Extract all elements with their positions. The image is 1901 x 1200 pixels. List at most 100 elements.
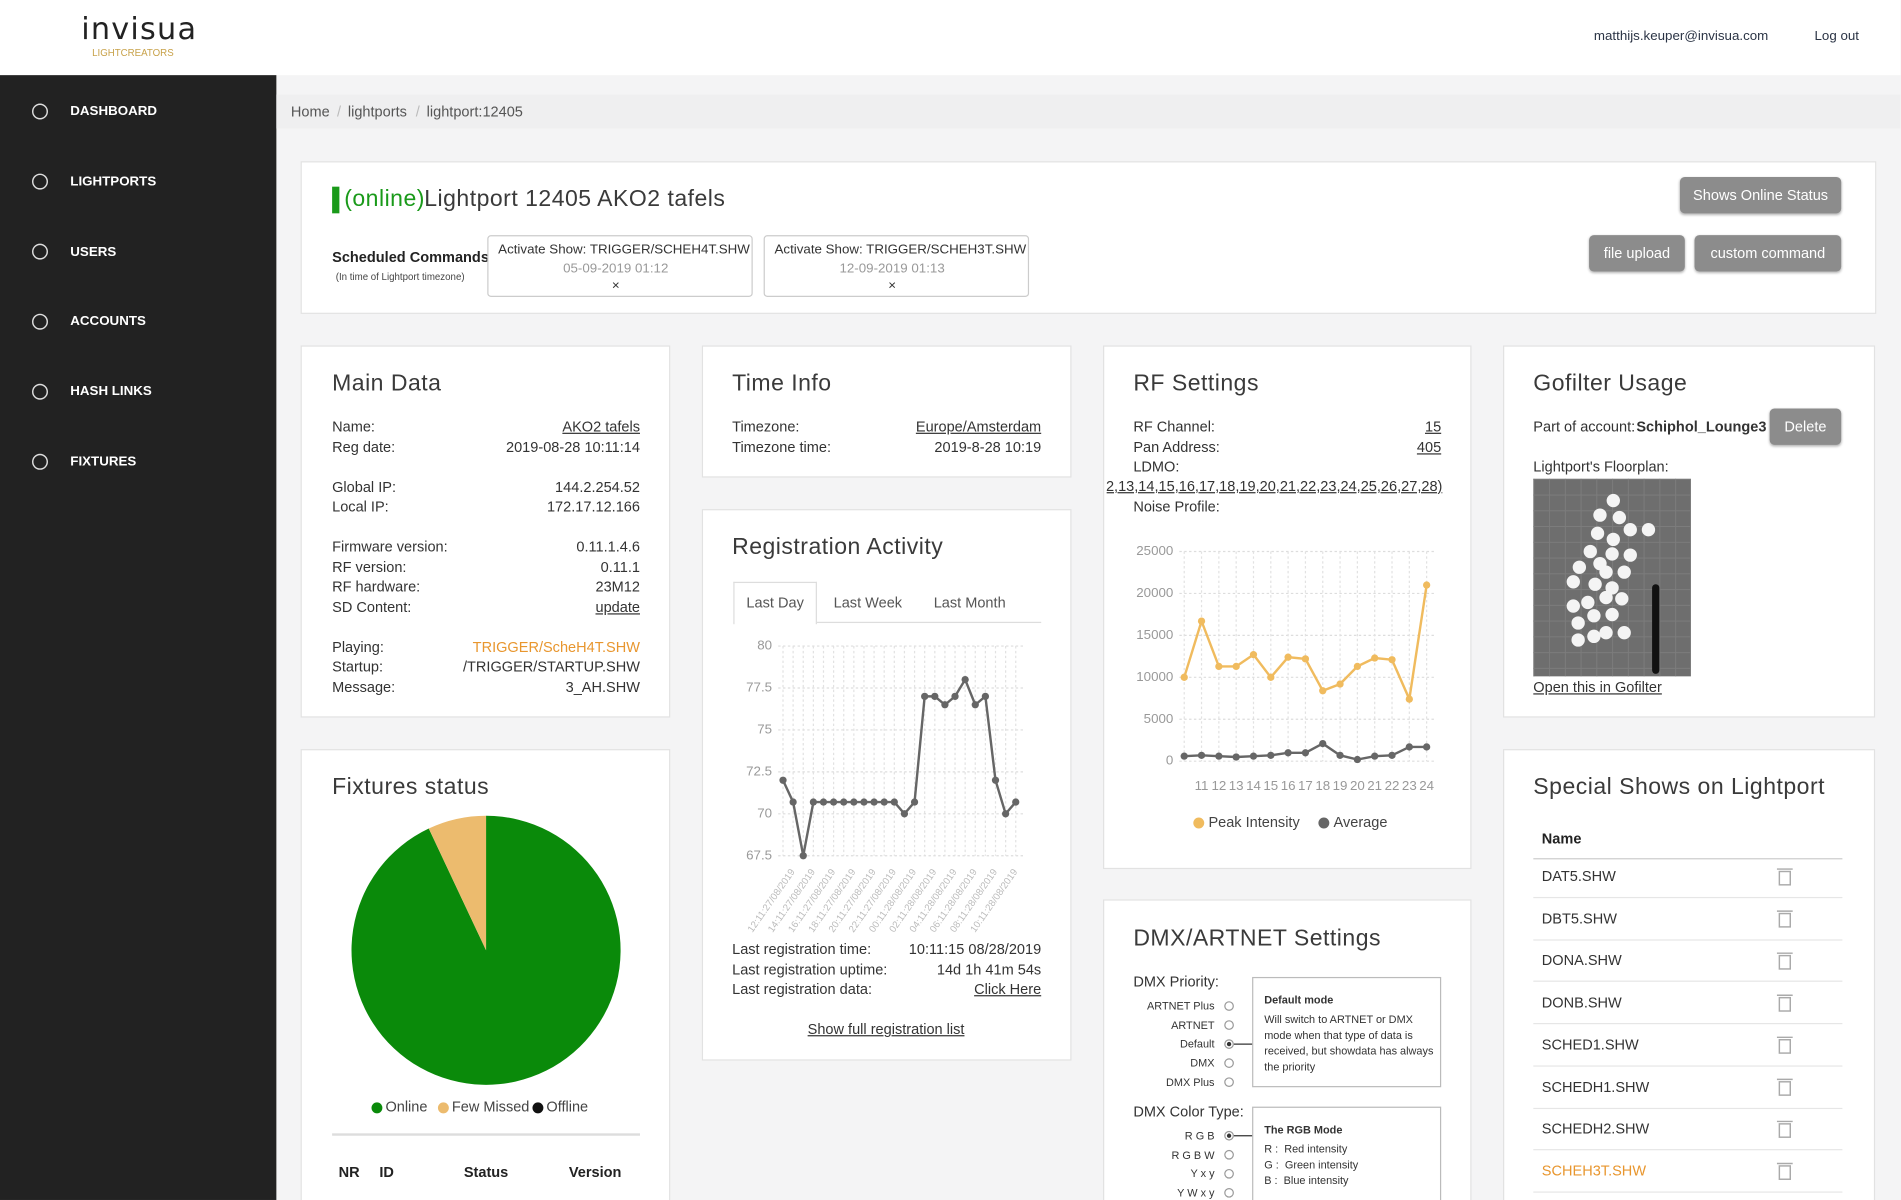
dmx-option[interactable]: R G B W <box>1171 1148 1215 1161</box>
card-title: Special Shows on Lightport <box>1533 774 1826 800</box>
row-rule <box>1533 1065 1843 1067</box>
noise-label: Noise Profile: <box>1133 498 1220 516</box>
table-header: Name <box>1541 830 1582 848</box>
row-value[interactable]: 15 <box>1424 418 1442 436</box>
table-header: Version <box>568 1163 622 1181</box>
table-header: Status <box>463 1163 509 1181</box>
row-value: TRIGGER/ScheH4T.SHW <box>472 638 640 656</box>
row-label: Global IP: <box>332 478 396 496</box>
show-name[interactable]: SCHEH3T.SHW <box>1541 1162 1647 1180</box>
dmx-label: DMX Color Type: <box>1133 1103 1244 1120</box>
row-label: Name: <box>332 418 375 436</box>
row-value[interactable]: update <box>595 598 640 616</box>
sidebar-item[interactable]: FIXTURES <box>70 454 137 470</box>
remove-button[interactable]: × <box>888 278 897 294</box>
table-rule <box>332 1133 640 1136</box>
show-name[interactable]: DONB.SHW <box>1541 994 1622 1012</box>
delete-button[interactable]: Delete <box>1769 408 1842 445</box>
main-data-card <box>300 345 671 718</box>
dmx-label: DMX Priority: <box>1133 973 1219 991</box>
dmx-option[interactable]: Y W x y <box>1177 1186 1215 1199</box>
row-value: 23M12 <box>595 578 640 596</box>
sidebar-item[interactable]: HASH LINKS <box>70 384 152 400</box>
dmx-option[interactable]: DMX Plus <box>1166 1076 1215 1089</box>
dmx-option[interactable]: R G B <box>1184 1129 1215 1142</box>
card-title: Gofilter Usage <box>1533 370 1688 397</box>
row-value: 2019-08-28 10:11:14 <box>505 438 640 456</box>
show-name[interactable]: SCHEDH1.SHW <box>1541 1078 1650 1096</box>
breadcrumb-item[interactable]: lightports <box>347 103 407 120</box>
show-name[interactable]: DBT5.SHW <box>1541 909 1617 927</box>
row-rule <box>1533 1107 1843 1109</box>
row-label: Timezone time: <box>732 438 832 456</box>
show-name[interactable]: SCHEDH2.SHW <box>1541 1120 1650 1138</box>
gofilter-link[interactable]: Open this in Gofilter <box>1533 678 1662 696</box>
breadcrumb-bar <box>276 94 1901 129</box>
row-value: 14d 1h 41m 54s <box>936 960 1042 978</box>
scheduled-time: 05-09-2019 01:12 <box>563 261 669 277</box>
show-name[interactable]: DONA.SHW <box>1541 951 1622 969</box>
user-email[interactable]: matthijs.keuper@invisua.com <box>1593 29 1769 44</box>
row-value[interactable]: Europe/Amsterdam <box>915 418 1042 436</box>
button[interactable]: file upload <box>1589 235 1685 272</box>
dmx-option[interactable]: Default <box>1179 1038 1215 1051</box>
dmx-info-box <box>1252 1106 1442 1200</box>
card-title: Registration Activity <box>732 534 944 560</box>
sidebar-item[interactable]: ACCOUNTS <box>70 314 146 329</box>
dmx-info-box <box>1252 976 1442 1088</box>
breadcrumb-item[interactable]: Home <box>290 103 330 120</box>
dmx-box-title: The RGB Mode <box>1264 1123 1343 1136</box>
card-title: Main Data <box>332 370 442 397</box>
row-value[interactable]: 405 <box>1416 438 1442 456</box>
tab[interactable]: Last Month <box>933 593 1006 611</box>
row-label: Last registration uptime: <box>732 960 888 978</box>
row-value[interactable]: ,11,12,13,14,15,16,17,18,19,20,21,22,23,… <box>1106 477 1443 495</box>
sidebar-item[interactable]: LIGHTPORTS <box>70 174 157 189</box>
logo: invisua <box>81 10 198 47</box>
breadcrumb-separator: / <box>336 103 342 120</box>
scheduled-label: Scheduled Commands: <box>332 248 494 266</box>
row-value[interactable]: AKO2 tafels <box>562 418 640 436</box>
show-name[interactable]: DAT5.SHW <box>1541 867 1616 885</box>
tab[interactable]: Last Week <box>833 593 903 611</box>
full-list-link[interactable]: Show full registration list <box>807 1020 965 1038</box>
button[interactable]: Shows Online Status <box>1679 176 1842 214</box>
time-info-card <box>701 345 1072 478</box>
show-name[interactable]: SCHED1.SHW <box>1541 1036 1639 1054</box>
row-label: RF hardware: <box>332 578 421 596</box>
scheduled-time: 12-09-2019 01:13 <box>839 261 945 277</box>
ldmo-clip: ,11,12,13,14,15,16,17,18,19,20,21,22,23,… <box>1107 476 1443 495</box>
button[interactable]: custom command <box>1694 235 1842 272</box>
logout[interactable]: Log out <box>1814 29 1860 44</box>
row-value: 3_AH.SHW <box>565 678 640 696</box>
dmx-option[interactable]: DMX <box>1190 1057 1215 1070</box>
row-rule <box>1533 1023 1843 1025</box>
scheduled-item <box>487 235 753 297</box>
row-value: 144.2.254.52 <box>555 478 640 496</box>
remove-button[interactable]: × <box>611 278 620 294</box>
dmx-box-line: B : Blue intensity <box>1264 1174 1349 1187</box>
dmx-box-text: Will switch to ARTNET or DMX mode when t… <box>1264 1013 1434 1073</box>
dmx-option[interactable]: Y x y <box>1190 1167 1215 1180</box>
sidebar-item[interactable]: USERS <box>70 244 117 259</box>
row-label: Pan Address: <box>1133 438 1220 456</box>
row-value: 172.17.12.166 <box>546 498 640 516</box>
account-name: Schiphol_Lounge3 <box>1636 418 1767 436</box>
dmx-option[interactable]: ARTNET Plus <box>1147 999 1215 1013</box>
row-label: Message: <box>332 678 396 696</box>
sidebar-item[interactable]: DASHBOARD <box>70 104 157 119</box>
row-rule <box>1533 981 1843 983</box>
scheduled-note: (In time of Lightport timezone) <box>335 271 465 283</box>
dmx-box-line: R : Red intensity <box>1264 1143 1348 1156</box>
tab[interactable]: Last Day <box>746 593 804 611</box>
row-label: Startup: <box>332 658 384 676</box>
row-value: /TRIGGER/STARTUP.SHW <box>463 658 640 676</box>
row-value[interactable]: Click Here <box>974 980 1042 998</box>
dmx-option[interactable]: ARTNET <box>1171 1018 1215 1032</box>
row-label: RF Channel: <box>1133 418 1215 436</box>
card-title: Time Info <box>732 370 832 397</box>
header <box>0 0 1901 76</box>
table-rule <box>1533 858 1843 860</box>
row-label: SD Content: <box>332 598 412 616</box>
